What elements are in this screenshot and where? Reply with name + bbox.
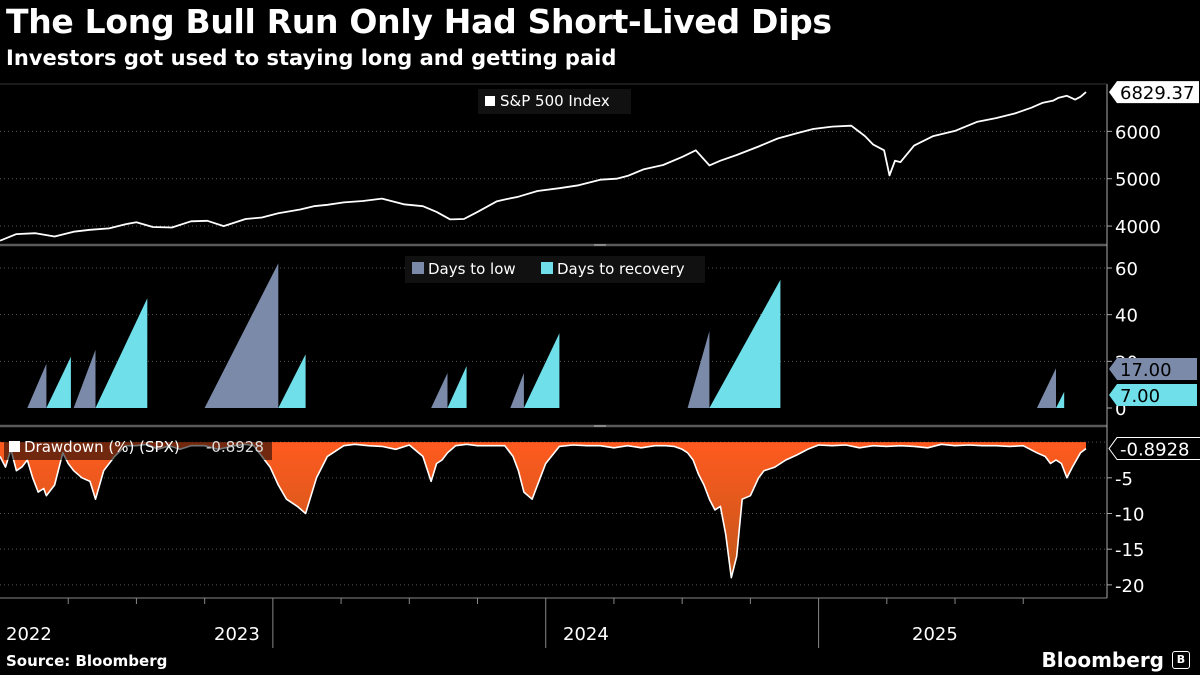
x-tick-label-2024: 2024 [563, 624, 609, 645]
days-panel: 020406017.007.00 Days to low Days to rec… [0, 256, 1197, 420]
days-to-low-wedge-2 [204, 263, 279, 408]
chart-title: The Long Bull Run Only Had Short-Lived D… [6, 2, 832, 41]
drawdown-marks: -5 -10 -15 -20 -0.8928 [0, 437, 1200, 597]
sp500-legend-label: S&P 500 Index [500, 92, 610, 110]
days-to-recovery-wedge-6 [1056, 391, 1065, 408]
chart-subtitle: Investors got used to staying long and g… [6, 46, 617, 70]
days-to-low-wedge-3 [431, 373, 448, 408]
drawdown-ytick-label-2: -15 [1115, 540, 1144, 561]
bloomberg-b-icon: B [1172, 651, 1190, 669]
drawdown-legend-label: Drawdown (%) (SPX) [24, 438, 180, 456]
days-to-recovery-value-text: 7.00 [1120, 386, 1160, 407]
brand-name: Bloomberg [1041, 648, 1164, 672]
drawdown-legend-swatch [9, 441, 20, 452]
drawdown-ytick-label-0: -5 [1115, 469, 1133, 490]
days-to-recovery-wedge-0 [46, 356, 71, 408]
bloomberg-logo: Bloomberg B [1042, 648, 1190, 672]
drawdown-last-value: -0.8928 [1108, 437, 1200, 461]
sp500-ytick-label-0: 4000 [1115, 217, 1161, 238]
drawdown-last-value-text: -0.8928 [1120, 440, 1189, 461]
x-tick-label-2023: 2023 [214, 624, 260, 645]
days-ytick-label-0: 0 [1115, 399, 1126, 420]
days-to-low-wedge-6 [1036, 368, 1056, 408]
drawdown-last-value-background [1108, 437, 1200, 461]
sp500-legend: S&P 500 Index [478, 89, 631, 114]
drawdown-area [0, 442, 1086, 578]
sp500-legend-background [478, 89, 631, 114]
days-to-recovery-wedge-2 [278, 354, 306, 408]
drawdown-panel: -5 -10 -15 -20 -0.8928 Drawdown (%) (SPX) -0… [0, 436, 1200, 597]
sp500-legend-swatch [485, 96, 495, 106]
days-to-recovery-value-background [1109, 384, 1197, 406]
days-legend-background [405, 256, 705, 283]
days-to-recovery-legend-swatch [541, 262, 553, 274]
days-to-low-legend-label: Days to low [428, 260, 516, 278]
sp500-ytick-label-2: 6000 [1115, 122, 1161, 143]
days-marks: 020406017.007.00 [0, 259, 1197, 420]
drawdown-legend-value: -0.8928 [206, 438, 264, 456]
days-to-recovery-value: 7.00 [1109, 384, 1197, 407]
x-axis: 2022 2023 2024 2025 [0, 597, 1107, 648]
sp500-panel: 4000 5000 6000 6829.37 S&P 500 Index [0, 81, 1199, 242]
days-to-low-wedge-5 [687, 331, 710, 408]
days-ytick-label-3: 60 [1115, 259, 1138, 280]
sp500-marks: 4000 5000 6000 6829.37 [0, 81, 1199, 242]
drawdown-legend-background [4, 436, 272, 460]
chart-frame [0, 83, 1108, 598]
days-to-low-value-background [1109, 358, 1197, 380]
sp500-last-value-text: 6829.37 [1120, 83, 1194, 104]
days-ytick-label-2: 40 [1115, 306, 1138, 327]
days-to-low-wedge-4 [510, 373, 524, 408]
x-tick-label-2022: 2022 [6, 624, 52, 645]
days-to-recovery-wedge-3 [447, 366, 467, 408]
days-to-recovery-wedge-4 [523, 333, 560, 408]
days-to-recovery-legend-label: Days to recovery [557, 260, 685, 278]
drawdown-legend: Drawdown (%) (SPX) -0.8928 [4, 436, 272, 460]
days-to-low-wedge-1 [73, 349, 96, 408]
days-to-low-value: 17.00 [1109, 358, 1197, 381]
days-to-recovery-wedge-5 [709, 279, 781, 408]
sp500-ytick-label-1: 5000 [1115, 170, 1161, 191]
days-to-low-legend-swatch [412, 262, 424, 274]
x-tick-label-2025: 2025 [912, 624, 958, 645]
drawdown-ytick-label-3: -20 [1115, 576, 1144, 597]
source-note: Source: Bloomberg [6, 652, 168, 670]
days-to-low-wedge-0 [27, 363, 47, 408]
days-to-recovery-wedge-1 [95, 298, 148, 408]
days-to-low-value-text: 17.00 [1120, 360, 1172, 381]
sp500-line [0, 91, 1087, 242]
days-legend: Days to low Days to recovery [405, 256, 705, 283]
sp500-last-value: 6829.37 [1109, 81, 1199, 104]
drawdown-ytick-label-1: -10 [1115, 505, 1144, 526]
sp500-last-value-background [1109, 81, 1199, 104]
